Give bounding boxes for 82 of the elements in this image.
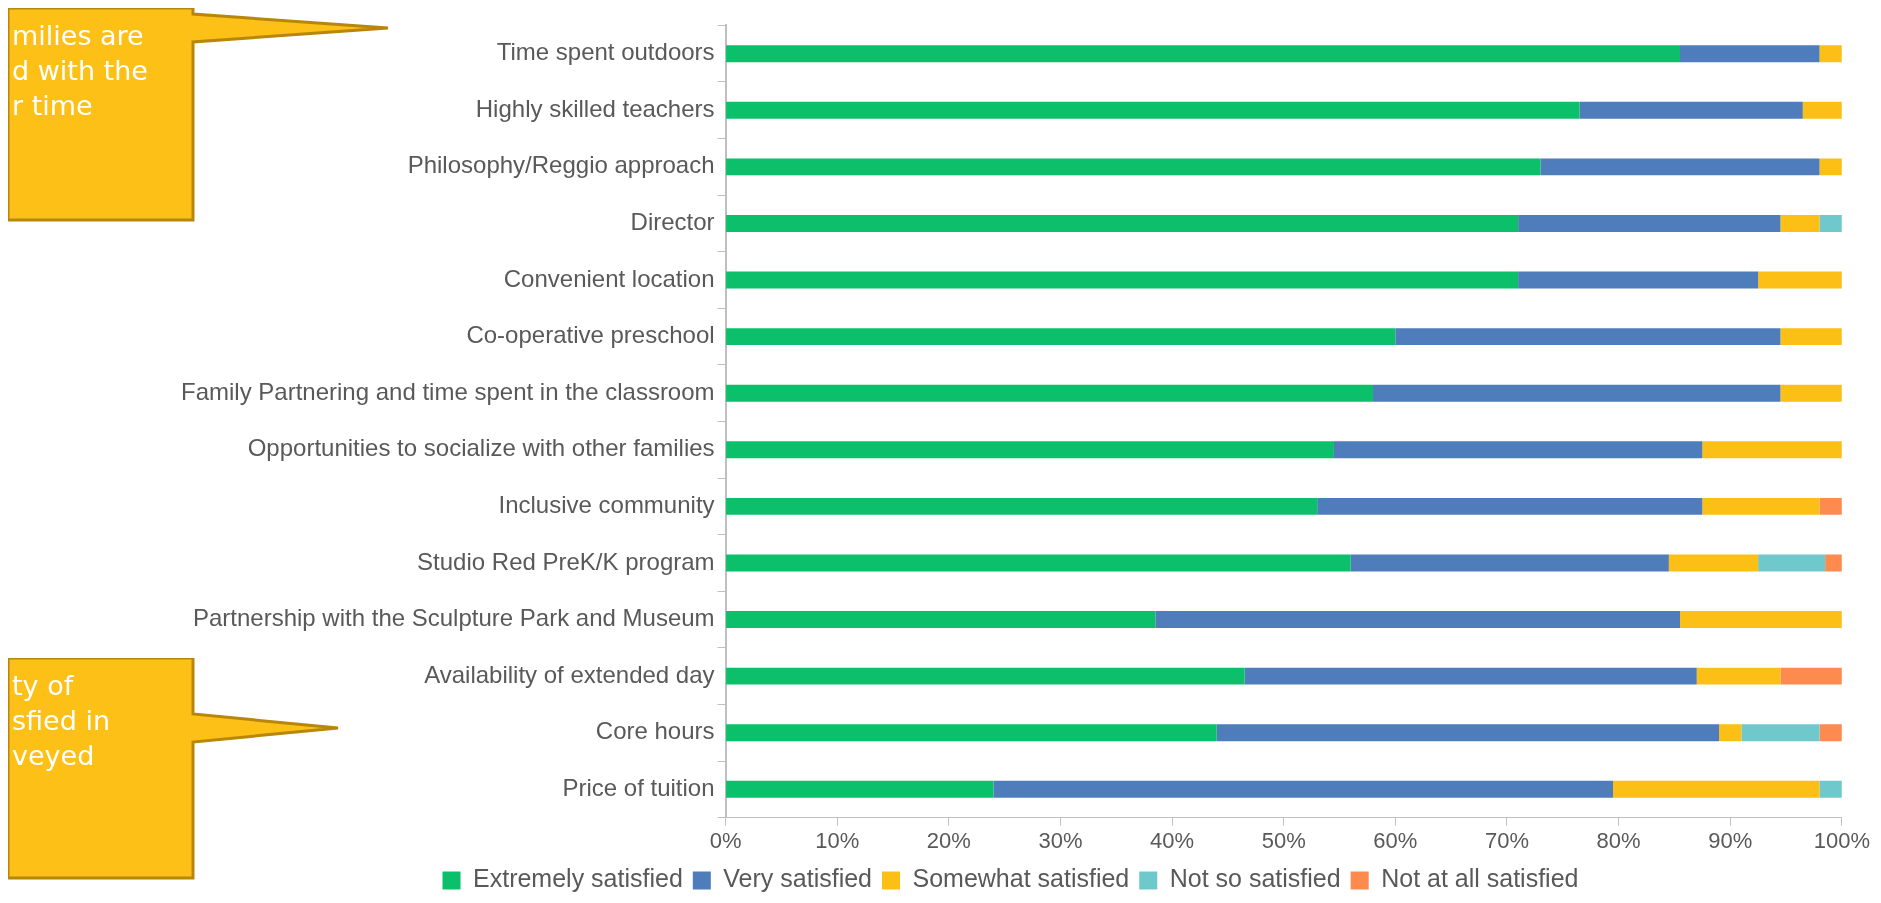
x-tick-label: 40% <box>1150 827 1195 853</box>
bar <box>1819 45 1842 63</box>
bar <box>1350 554 1669 572</box>
x-tick-label: 80% <box>1596 827 1641 853</box>
bar <box>1780 214 1820 232</box>
bar <box>726 45 1680 63</box>
bar <box>1668 554 1759 572</box>
bar <box>1540 158 1820 176</box>
y-tick-label: Convenient location <box>503 264 715 292</box>
legend-label: Very satisfied <box>723 864 872 893</box>
bar <box>726 101 1580 119</box>
bar <box>1395 328 1781 346</box>
bar <box>993 780 1614 798</box>
bar <box>1780 328 1842 346</box>
bar <box>726 724 1217 742</box>
bar <box>726 384 1374 402</box>
bar <box>726 271 1519 289</box>
bar <box>1819 158 1842 176</box>
bar <box>1780 667 1842 685</box>
bar <box>726 328 1396 346</box>
legend-label: Somewhat satisfied <box>912 864 1130 893</box>
bar <box>1155 611 1680 629</box>
x-tick-label: 100% <box>1813 827 1871 853</box>
bar <box>1702 441 1842 459</box>
bar <box>1702 497 1820 515</box>
bar <box>726 441 1334 459</box>
x-tick-label: 10% <box>815 827 860 853</box>
bar <box>1802 101 1842 119</box>
x-tick-label: 50% <box>1261 827 1306 853</box>
bar <box>1680 611 1842 629</box>
y-tick-label: Price of tuition <box>562 773 715 801</box>
y-tick-label: Partnership with the Sculpture Park and Museum <box>192 604 715 632</box>
bar <box>1518 271 1759 289</box>
bar <box>1741 724 1820 742</box>
bar <box>1819 780 1842 798</box>
bar <box>726 214 1519 232</box>
bar <box>1819 497 1842 515</box>
bar <box>1613 780 1820 798</box>
bar <box>1819 214 1842 232</box>
bar <box>1680 45 1820 63</box>
bar <box>1696 667 1781 685</box>
y-tick-label: Availability of extended day <box>424 660 715 688</box>
bar <box>726 780 994 798</box>
y-tick-label: Highly skilled teachers <box>475 94 715 122</box>
bar <box>1333 441 1703 459</box>
bar <box>726 497 1318 515</box>
y-tick-label: Core hours <box>595 717 715 745</box>
bar <box>1758 271 1842 289</box>
bar <box>726 158 1541 176</box>
bar <box>1518 214 1781 232</box>
y-tick-label: Family Partnering and time spent in the classroom <box>180 377 715 405</box>
bar <box>1317 497 1703 515</box>
y-tick-label: Time spent outdoors <box>496 38 715 66</box>
bar <box>1780 384 1842 402</box>
y-tick-label: Philosophy/Reggio approach <box>407 151 715 179</box>
bar <box>1825 554 1842 572</box>
legend-label: Not at all satisfied <box>1381 864 1579 893</box>
bar <box>726 554 1351 572</box>
x-tick-label: 30% <box>1038 827 1083 853</box>
text: ty of sfied in veyed <box>12 669 111 774</box>
bar <box>1579 101 1803 119</box>
y-tick-label: Inclusive community <box>498 491 715 518</box>
bar <box>726 611 1156 629</box>
legend-label: Not so satisfied <box>1169 864 1341 893</box>
bar <box>1719 724 1742 742</box>
legend-label: Extremely satisfied <box>473 864 683 893</box>
text: milies are d with the r time <box>12 19 148 124</box>
x-tick-label: 70% <box>1484 827 1529 853</box>
bar <box>726 667 1245 685</box>
bar <box>1373 384 1781 402</box>
y-tick-label: Studio Red PreK/K program <box>417 547 715 575</box>
bar <box>1758 554 1826 572</box>
bar <box>1216 724 1720 742</box>
y-tick-label: Director <box>630 208 715 236</box>
y-tick-label: Co-operative preschool <box>466 321 715 349</box>
x-tick-label: 0% <box>709 827 742 853</box>
x-tick-label: 20% <box>926 827 971 853</box>
bar <box>1819 724 1842 742</box>
x-tick-label: 90% <box>1708 827 1753 853</box>
x-tick-label: 60% <box>1373 827 1418 853</box>
y-tick-label: Opportunities to socialize with other families <box>247 434 715 462</box>
bar <box>1244 667 1697 685</box>
